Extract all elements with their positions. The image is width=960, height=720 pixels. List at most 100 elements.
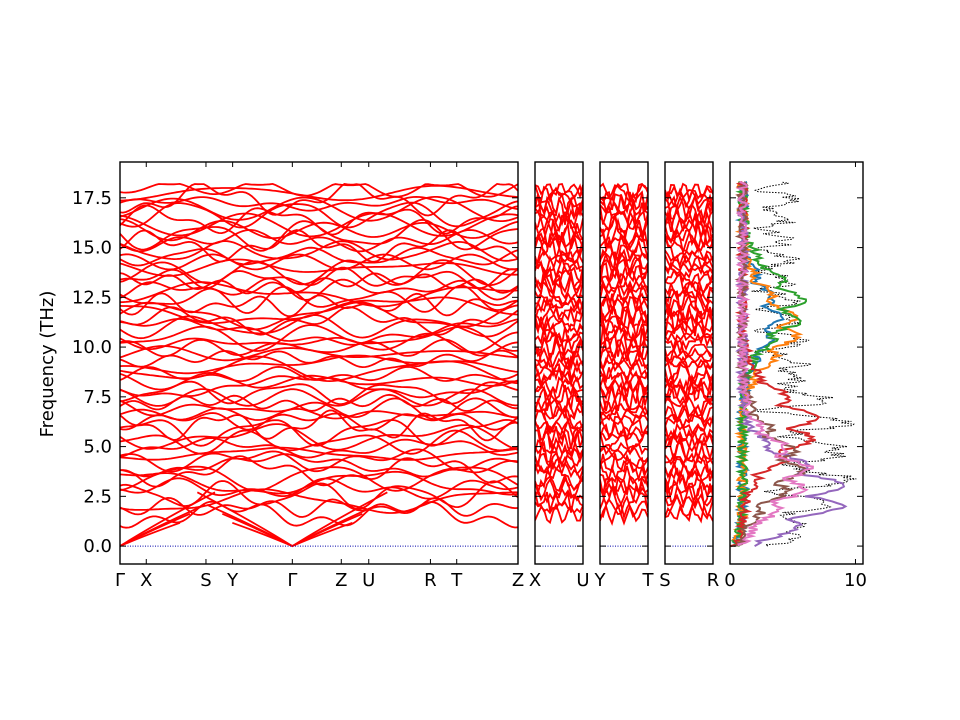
- y-tick-label: 10.0: [72, 337, 112, 358]
- phonon-band: [600, 279, 648, 297]
- phonon-band: [600, 307, 648, 337]
- phonon-band: [120, 437, 518, 459]
- phonon-band: [120, 412, 518, 431]
- phonon-band: [665, 333, 713, 363]
- x-tick-label: U: [576, 570, 589, 591]
- phonon-band: [120, 296, 518, 324]
- phonon-band: [120, 331, 518, 354]
- band-panel-2: [535, 182, 583, 547]
- dos-x-tick-label: 0: [724, 570, 735, 591]
- phonon-band: [600, 190, 648, 212]
- phonon-band: [600, 214, 648, 248]
- dos-panel-frame: [729, 161, 864, 565]
- phonon-band: [665, 453, 713, 479]
- acoustic-branch: [120, 521, 181, 548]
- ticks-layer: Γ X S Y Γ Z U R T Z0.02.55.07.510.012.515.017.5X U…: [72, 162, 867, 591]
- phonon-band: [535, 296, 583, 317]
- y-tick-label: 17.5: [72, 188, 112, 209]
- phonon-band: [120, 418, 518, 447]
- x-tick-label: Y: [594, 570, 607, 591]
- acoustic-branch: [196, 491, 388, 548]
- phonon-band: [535, 327, 583, 357]
- acoustic-branch: [120, 504, 206, 548]
- phonon-band: [600, 367, 648, 387]
- phonon-band: [120, 277, 518, 301]
- x-tick-label: Y: [226, 570, 239, 591]
- phonon-band: [600, 193, 648, 216]
- phonon-band: [120, 349, 518, 369]
- phonon-band: [535, 313, 583, 344]
- acoustic-branch: [120, 491, 216, 548]
- phonon-band: [535, 378, 583, 407]
- phonon-band: [665, 395, 713, 421]
- x-tick-label: S: [200, 570, 211, 591]
- phonon-band: [600, 429, 648, 444]
- phonon-band: [535, 291, 583, 311]
- phonon-band: [665, 360, 713, 370]
- phonon-band: [120, 448, 518, 473]
- band-panel-frame: [664, 161, 714, 565]
- x-tick-label: X: [529, 570, 541, 591]
- x-tick-label: R: [707, 570, 720, 591]
- x-tick-label: R: [424, 570, 437, 591]
- phonon-band: [535, 217, 583, 243]
- dos-curves: [730, 180, 857, 548]
- y-tick-label: 5.0: [83, 437, 112, 458]
- phonon-band: [600, 453, 648, 478]
- phonon-band: [665, 182, 713, 203]
- frames-layer: [119, 161, 864, 565]
- phonon-band: [665, 468, 713, 495]
- phonon-band: [120, 229, 518, 253]
- band-panel-frame: [119, 161, 519, 565]
- y-tick-label: 12.5: [72, 287, 112, 308]
- phonon-band: [535, 265, 583, 292]
- partial-dos-curve: [734, 180, 814, 547]
- phonon-band: [120, 184, 518, 202]
- phonon-band: [665, 265, 713, 283]
- x-tick-label: Γ: [115, 570, 125, 591]
- phonon-band: [600, 358, 648, 380]
- phonon-band: [120, 500, 518, 529]
- phonon-band: [665, 433, 713, 464]
- x-tick-label: Z: [335, 570, 347, 591]
- phonon-band: [535, 305, 583, 328]
- phonon-band: [535, 209, 583, 235]
- phonon-band: [600, 429, 648, 456]
- phonon-band: [120, 397, 518, 421]
- band-panel-frame: [599, 161, 649, 565]
- acoustic-branch: [221, 513, 363, 548]
- phonon-band: [120, 338, 518, 358]
- phonon-band: [665, 438, 713, 466]
- phonon-band: [665, 374, 713, 398]
- phonon-band: [665, 272, 713, 296]
- phonon-band: [665, 193, 713, 222]
- phonon-band: [600, 248, 648, 267]
- x-tick-label: T: [450, 570, 463, 591]
- phonon-band: [120, 371, 518, 391]
- partial-dos-curve: [730, 180, 808, 548]
- phonon-band: [665, 422, 713, 443]
- phonon-band: [665, 235, 713, 267]
- phonon-band: [600, 259, 648, 286]
- bands-layer: [120, 182, 713, 548]
- phonon-band: [120, 204, 518, 236]
- band-panel-3: [600, 182, 648, 547]
- phonon-band: [120, 354, 518, 375]
- phonon-band: [600, 324, 648, 349]
- phonon-band: [535, 354, 583, 374]
- y-tick-label: 7.5: [83, 387, 112, 408]
- phonon-band: [120, 292, 518, 318]
- band-panel-4: [665, 182, 713, 547]
- phonon-band: [535, 192, 583, 216]
- phonon-band: [120, 470, 518, 496]
- phonon-band: [665, 209, 713, 239]
- phonon-band: [120, 229, 518, 263]
- phonon-band: [600, 282, 648, 301]
- phonon-band: [120, 324, 518, 352]
- y-tick-label: 15.0: [72, 238, 112, 259]
- phonon-band: [665, 355, 713, 384]
- phonon-band: [535, 356, 583, 382]
- y-axis-title: Frequency (THz): [37, 291, 58, 438]
- phonon-band: [120, 455, 518, 488]
